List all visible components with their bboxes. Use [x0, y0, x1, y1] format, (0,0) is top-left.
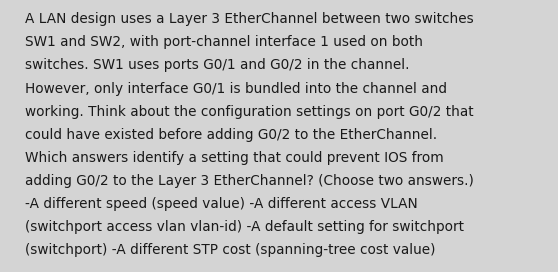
Text: However, only interface G0/1 is bundled into the channel and: However, only interface G0/1 is bundled …: [25, 82, 447, 95]
Text: could have existed before adding G0/2 to the EtherChannel.: could have existed before adding G0/2 to…: [25, 128, 437, 142]
Text: (switchport) -A different STP cost (spanning-tree cost value): (switchport) -A different STP cost (span…: [25, 243, 436, 257]
Text: switches. SW1 uses ports G0/1 and G0/2 in the channel.: switches. SW1 uses ports G0/1 and G0/2 i…: [25, 58, 410, 72]
Text: -A different speed (speed value) -A different access VLAN: -A different speed (speed value) -A diff…: [25, 197, 418, 211]
Text: adding G0/2 to the Layer 3 EtherChannel? (Choose two answers.): adding G0/2 to the Layer 3 EtherChannel?…: [25, 174, 474, 188]
Text: A LAN design uses a Layer 3 EtherChannel between two switches: A LAN design uses a Layer 3 EtherChannel…: [25, 12, 474, 26]
Text: working. Think about the configuration settings on port G0/2 that: working. Think about the configuration s…: [25, 105, 474, 119]
Text: Which answers identify a setting that could prevent IOS from: Which answers identify a setting that co…: [25, 151, 444, 165]
Text: SW1 and SW2, with port-channel interface 1 used on both: SW1 and SW2, with port-channel interface…: [25, 35, 423, 49]
Text: (switchport access vlan vlan-id) -A default setting for switchport: (switchport access vlan vlan-id) -A defa…: [25, 220, 464, 234]
